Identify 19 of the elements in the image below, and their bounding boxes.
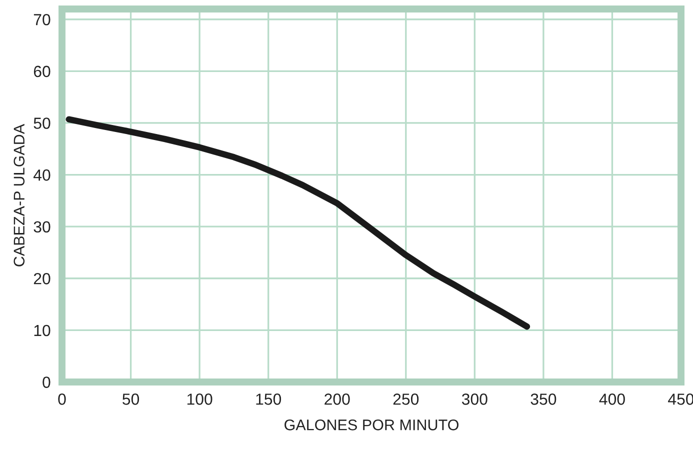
y-tick-label: 50 — [34, 118, 50, 129]
x-tick-label: 300 — [462, 394, 488, 405]
y-tick-label: 20 — [34, 273, 50, 284]
x-tick-label: 50 — [122, 394, 140, 405]
x-tick-label: 250 — [393, 394, 419, 405]
y-tick-label: 40 — [33, 169, 50, 181]
y-tick-label: 0 — [42, 376, 50, 388]
x-tick-label: 400 — [599, 394, 625, 405]
y-tick-label: 10 — [34, 324, 50, 336]
y-tick-label: 60 — [34, 66, 50, 78]
x-tick-label: 100 — [187, 394, 212, 405]
y-tick-label: 70 — [34, 14, 50, 26]
y-tick-label: 30 — [34, 221, 50, 233]
x-tick-label: 150 — [256, 394, 282, 405]
x-axis-title: GALONES POR MINUTO — [284, 420, 458, 430]
x-tick-label: 350 — [530, 394, 556, 405]
x-tick-label: 0 — [58, 394, 66, 405]
y-axis-title: CABEZA-P ULGADA — [14, 124, 25, 266]
x-tick-label: 200 — [324, 394, 350, 405]
